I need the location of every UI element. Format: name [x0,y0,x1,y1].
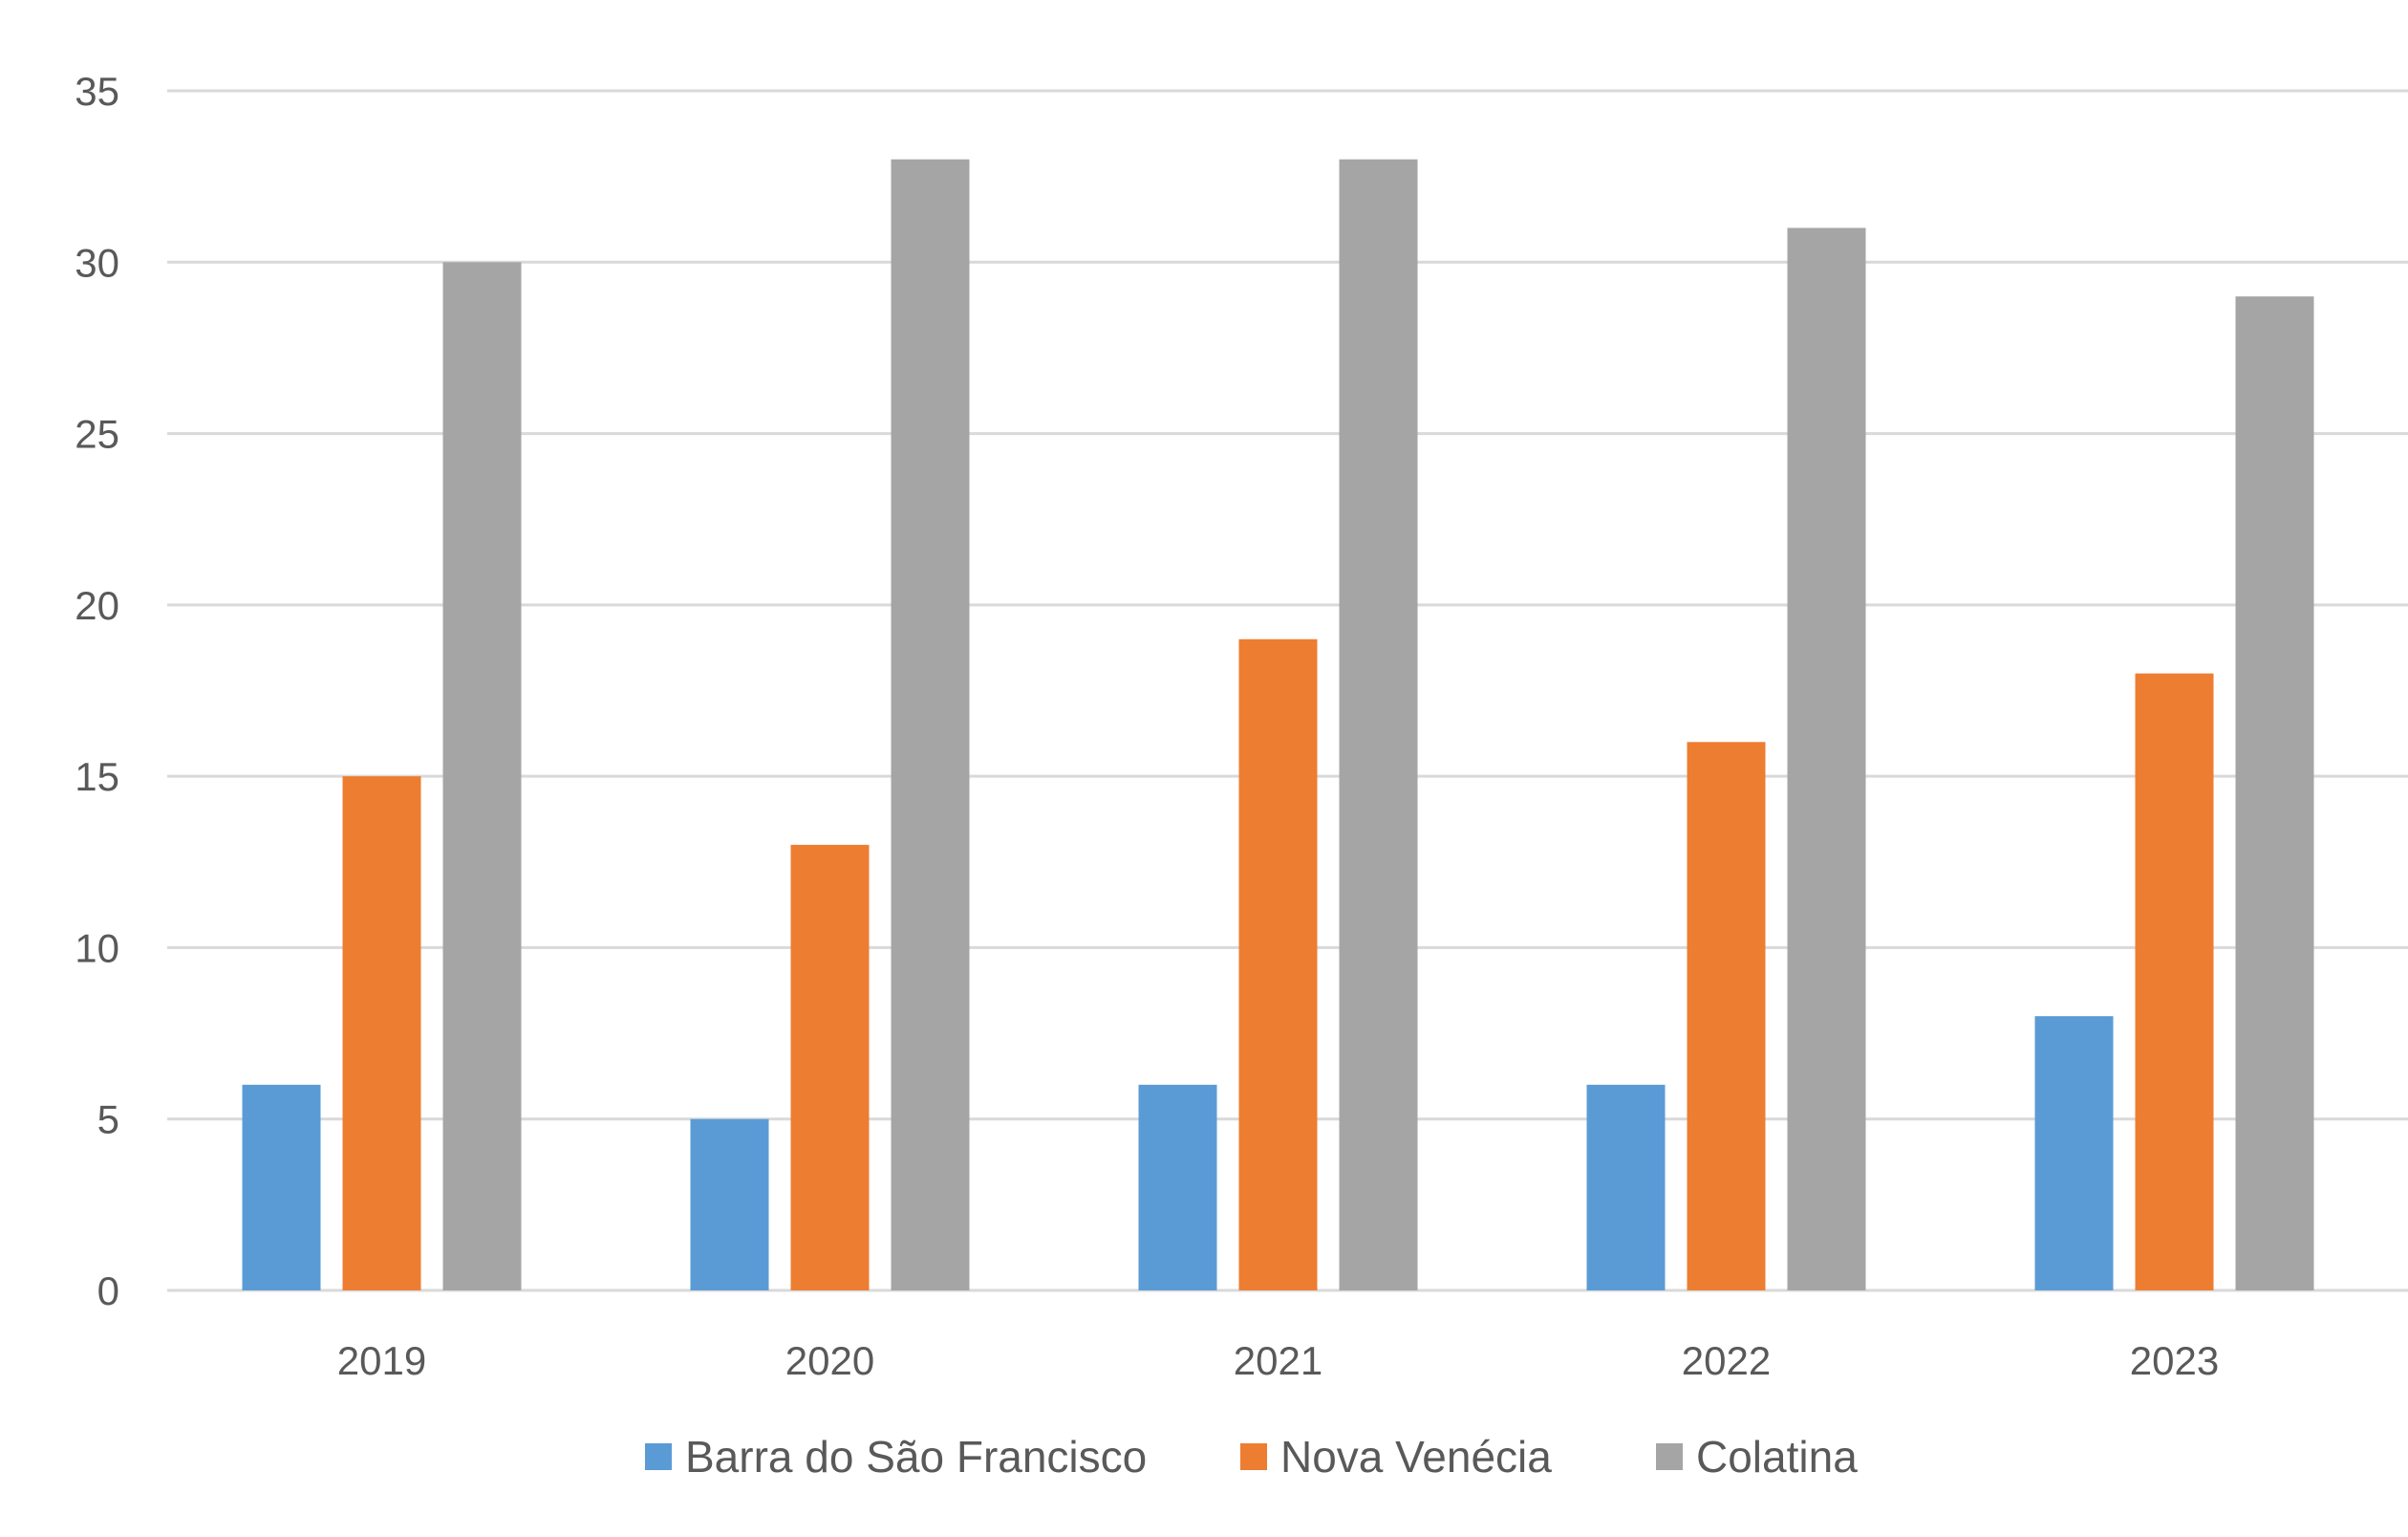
x-tick-label: 2019 [337,1338,426,1383]
bar-2020-series-1 [790,844,870,1290]
bar-2020-series-2 [891,159,970,1291]
bar-2021-series-2 [1339,159,1418,1291]
x-tick-label: 2021 [1234,1338,1322,1383]
x-tick-label: 2023 [2130,1338,2219,1383]
y-tick-label: 15 [75,754,119,799]
y-tick-label: 25 [75,412,119,457]
y-tick-label: 5 [97,1097,119,1142]
y-tick-label: 35 [75,69,119,114]
bar-2021-series-1 [1238,639,1318,1290]
bar-2022-series-1 [1687,742,1766,1290]
legend: Barra do São Francisco Nova Venécia Colati… [645,1432,1858,1482]
bars [242,159,2314,1291]
bar-2022-series-2 [1787,227,1866,1290]
bar-2023-series-2 [2235,296,2314,1291]
y-tick-label: 0 [97,1268,119,1313]
legend-swatch [645,1443,672,1470]
x-tick-label: 2022 [1682,1338,1771,1383]
y-axis-ticks: 0 5 10 15 20 25 30 35 [75,69,119,1313]
y-tick-label: 30 [75,240,119,285]
bar-2023-series-1 [2135,673,2214,1290]
x-tick-label: 2020 [785,1338,874,1383]
y-tick-label: 20 [75,583,119,628]
bar-2019-series-0 [242,1084,321,1290]
legend-swatch [1240,1443,1267,1470]
bar-2023-series-0 [2034,1016,2114,1290]
bar-2020-series-0 [690,1118,769,1290]
legend-label: Colatina [1696,1432,1858,1482]
legend-label: Barra do São Francisco [685,1432,1147,1482]
bar-2021-series-0 [1138,1084,1217,1290]
legend-swatch [1656,1443,1683,1470]
bar-2019-series-1 [342,776,421,1290]
x-axis-ticks: 2019 2020 2021 2022 2023 [337,1338,2219,1383]
legend-label: Nova Venécia [1280,1432,1552,1482]
bar-2022-series-0 [1586,1084,1666,1290]
bar-2019-series-2 [442,262,522,1291]
y-tick-label: 10 [75,925,119,970]
